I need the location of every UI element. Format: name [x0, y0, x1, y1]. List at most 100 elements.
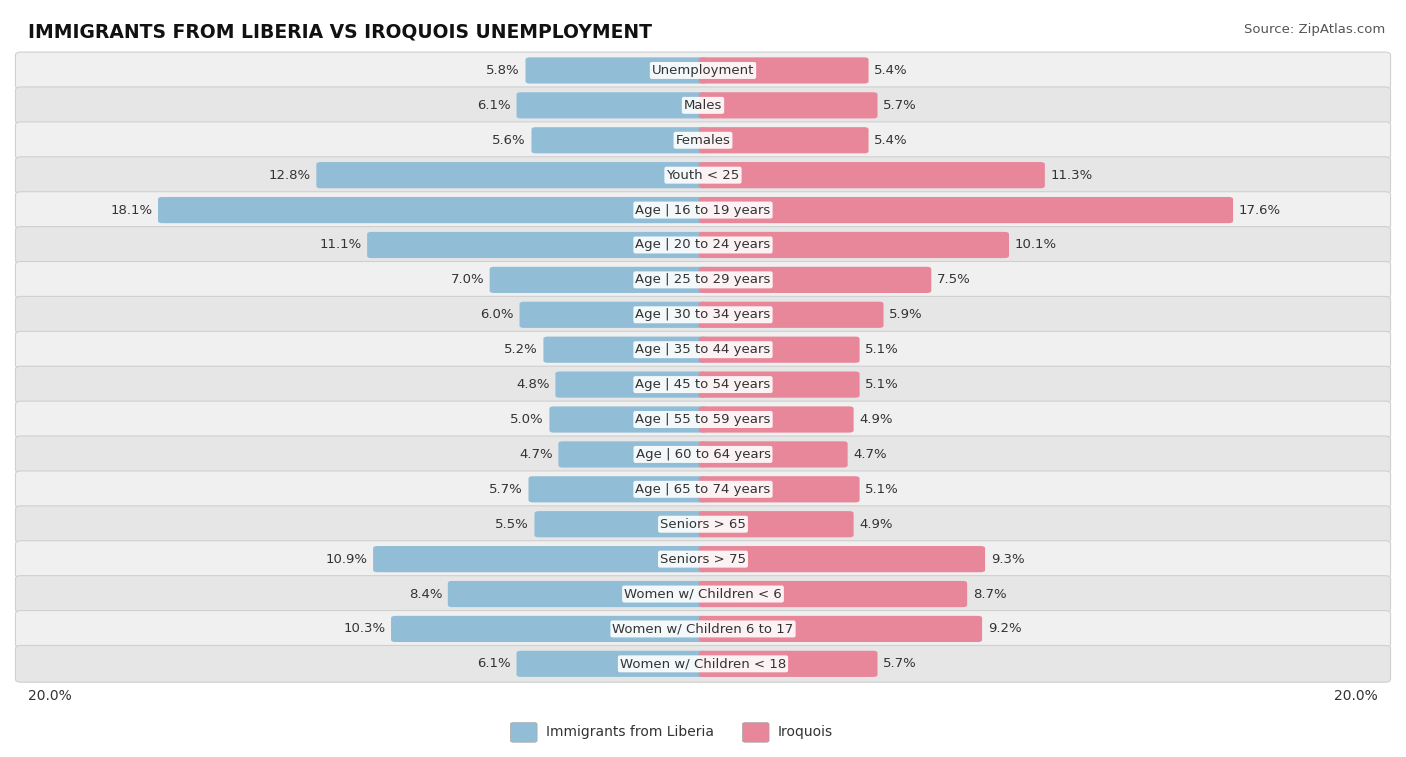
FancyBboxPatch shape [391, 616, 707, 642]
Text: Youth < 25: Youth < 25 [666, 169, 740, 182]
Text: Age | 60 to 64 years: Age | 60 to 64 years [636, 448, 770, 461]
Text: 5.1%: 5.1% [865, 343, 898, 357]
Text: 7.0%: 7.0% [450, 273, 484, 286]
Text: Seniors > 75: Seniors > 75 [659, 553, 747, 565]
Text: Unemployment: Unemployment [652, 64, 754, 77]
Text: 17.6%: 17.6% [1239, 204, 1281, 217]
Text: 5.2%: 5.2% [503, 343, 537, 357]
FancyBboxPatch shape [15, 506, 1391, 543]
Text: 7.5%: 7.5% [936, 273, 970, 286]
FancyBboxPatch shape [699, 581, 967, 607]
Text: Age | 35 to 44 years: Age | 35 to 44 years [636, 343, 770, 357]
FancyBboxPatch shape [15, 52, 1391, 89]
Text: 11.1%: 11.1% [319, 238, 361, 251]
FancyBboxPatch shape [157, 197, 707, 223]
Text: 5.6%: 5.6% [492, 134, 526, 147]
FancyBboxPatch shape [699, 302, 883, 328]
Text: 11.3%: 11.3% [1050, 169, 1092, 182]
FancyBboxPatch shape [699, 197, 1233, 223]
FancyBboxPatch shape [699, 162, 1045, 188]
Text: Age | 30 to 34 years: Age | 30 to 34 years [636, 308, 770, 321]
Text: 20.0%: 20.0% [28, 689, 72, 702]
FancyBboxPatch shape [516, 651, 707, 677]
FancyBboxPatch shape [526, 58, 707, 83]
Text: 6.1%: 6.1% [477, 657, 510, 671]
Text: Women w/ Children 6 to 17: Women w/ Children 6 to 17 [613, 622, 793, 635]
FancyBboxPatch shape [510, 722, 537, 742]
FancyBboxPatch shape [742, 722, 769, 742]
FancyBboxPatch shape [15, 192, 1391, 229]
FancyBboxPatch shape [15, 611, 1391, 647]
Text: Immigrants from Liberia: Immigrants from Liberia [546, 725, 713, 740]
FancyBboxPatch shape [367, 232, 707, 258]
Text: Age | 55 to 59 years: Age | 55 to 59 years [636, 413, 770, 426]
Text: Seniors > 65: Seniors > 65 [659, 518, 747, 531]
FancyBboxPatch shape [558, 441, 707, 468]
Text: Females: Females [675, 134, 731, 147]
Text: Women w/ Children < 6: Women w/ Children < 6 [624, 587, 782, 600]
FancyBboxPatch shape [699, 476, 859, 503]
Text: 5.4%: 5.4% [875, 134, 908, 147]
FancyBboxPatch shape [15, 646, 1391, 682]
FancyBboxPatch shape [534, 511, 707, 537]
FancyBboxPatch shape [15, 436, 1391, 473]
Text: 4.7%: 4.7% [519, 448, 553, 461]
FancyBboxPatch shape [373, 546, 707, 572]
FancyBboxPatch shape [15, 297, 1391, 333]
Text: 10.1%: 10.1% [1015, 238, 1057, 251]
FancyBboxPatch shape [699, 127, 869, 154]
Text: 10.3%: 10.3% [343, 622, 385, 635]
FancyBboxPatch shape [699, 441, 848, 468]
FancyBboxPatch shape [15, 122, 1391, 159]
FancyBboxPatch shape [543, 337, 707, 363]
Text: IMMIGRANTS FROM LIBERIA VS IROQUOIS UNEMPLOYMENT: IMMIGRANTS FROM LIBERIA VS IROQUOIS UNEM… [28, 23, 652, 42]
Text: 5.8%: 5.8% [486, 64, 520, 77]
FancyBboxPatch shape [699, 337, 859, 363]
FancyBboxPatch shape [699, 92, 877, 118]
Text: 20.0%: 20.0% [1334, 689, 1378, 702]
Text: 18.1%: 18.1% [110, 204, 152, 217]
Text: Males: Males [683, 99, 723, 112]
Text: Age | 65 to 74 years: Age | 65 to 74 years [636, 483, 770, 496]
Text: 5.7%: 5.7% [883, 657, 917, 671]
FancyBboxPatch shape [529, 476, 707, 503]
FancyBboxPatch shape [699, 266, 931, 293]
FancyBboxPatch shape [15, 471, 1391, 508]
Text: 6.1%: 6.1% [477, 99, 510, 112]
Text: 5.7%: 5.7% [883, 99, 917, 112]
Text: 5.1%: 5.1% [865, 483, 898, 496]
FancyBboxPatch shape [449, 581, 707, 607]
Text: 6.0%: 6.0% [481, 308, 515, 321]
Text: 5.5%: 5.5% [495, 518, 529, 531]
Text: 9.3%: 9.3% [991, 553, 1025, 565]
Text: 8.4%: 8.4% [409, 587, 441, 600]
Text: 9.2%: 9.2% [987, 622, 1021, 635]
Text: 4.9%: 4.9% [859, 518, 893, 531]
FancyBboxPatch shape [15, 366, 1391, 403]
FancyBboxPatch shape [531, 127, 707, 154]
FancyBboxPatch shape [15, 226, 1391, 263]
Text: 4.9%: 4.9% [859, 413, 893, 426]
FancyBboxPatch shape [15, 157, 1391, 194]
Text: Age | 16 to 19 years: Age | 16 to 19 years [636, 204, 770, 217]
FancyBboxPatch shape [489, 266, 707, 293]
Text: 5.1%: 5.1% [865, 378, 898, 391]
Text: Women w/ Children < 18: Women w/ Children < 18 [620, 657, 786, 671]
Text: 5.0%: 5.0% [510, 413, 544, 426]
FancyBboxPatch shape [699, 651, 877, 677]
Text: Source: ZipAtlas.com: Source: ZipAtlas.com [1244, 23, 1385, 36]
FancyBboxPatch shape [520, 302, 707, 328]
FancyBboxPatch shape [699, 616, 981, 642]
Text: Age | 20 to 24 years: Age | 20 to 24 years [636, 238, 770, 251]
FancyBboxPatch shape [699, 58, 869, 83]
FancyBboxPatch shape [550, 407, 707, 432]
FancyBboxPatch shape [699, 511, 853, 537]
FancyBboxPatch shape [699, 407, 853, 432]
FancyBboxPatch shape [15, 261, 1391, 298]
FancyBboxPatch shape [555, 372, 707, 397]
FancyBboxPatch shape [15, 87, 1391, 123]
Text: 5.4%: 5.4% [875, 64, 908, 77]
FancyBboxPatch shape [15, 332, 1391, 368]
FancyBboxPatch shape [15, 575, 1391, 612]
Text: 10.9%: 10.9% [326, 553, 367, 565]
